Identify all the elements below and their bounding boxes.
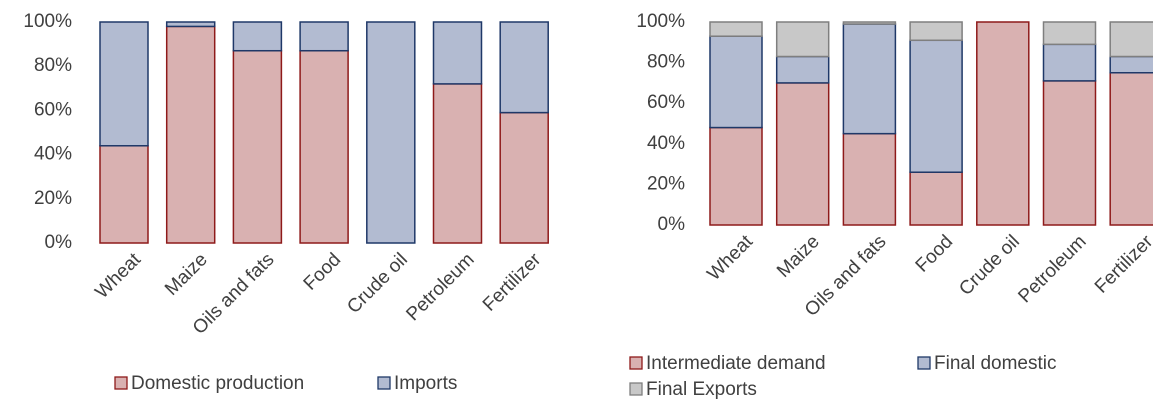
bar-segment <box>842 132 897 226</box>
bar-segment <box>775 82 830 226</box>
bar-segment <box>232 49 283 244</box>
legend-label: Imports <box>394 373 457 394</box>
x-tick-label: Food <box>300 249 345 294</box>
x-tick-label: Food <box>912 231 957 276</box>
x-tick-label: Maize <box>161 249 212 300</box>
bar-segment <box>1109 55 1153 74</box>
bar-segment <box>99 21 149 147</box>
bar-segment <box>1042 43 1097 82</box>
bar-segment <box>1042 21 1097 46</box>
x-tick-label: Fertilizer <box>1091 231 1153 298</box>
x-tick-label: Maize <box>773 231 824 282</box>
legend-swatch <box>917 356 931 370</box>
bar-segment <box>775 21 830 58</box>
x-tick-label: Crude oil <box>343 249 412 318</box>
bar-segment <box>909 21 963 42</box>
y-tick-label: 20% <box>647 173 685 194</box>
bar-segment <box>432 21 483 85</box>
y-tick-label: 60% <box>647 92 685 113</box>
bar-segment <box>1109 72 1153 226</box>
y-tick-label: 40% <box>34 144 72 165</box>
bar-segment <box>1042 80 1097 226</box>
bar-segment <box>842 23 897 135</box>
bar-segment <box>232 21 283 52</box>
x-tick-label: Wheat <box>91 249 145 303</box>
bar-segment <box>1109 21 1153 58</box>
y-tick-label: 60% <box>34 99 72 120</box>
bar-segment <box>299 21 349 52</box>
y-tick-label: 100% <box>636 11 685 32</box>
legend-swatch <box>629 382 643 396</box>
bar-segment <box>432 83 483 244</box>
legend-label: Final domestic <box>934 353 1057 374</box>
bar-segment <box>165 25 216 244</box>
y-tick-label: 0% <box>45 232 73 253</box>
x-tick-label: Petroleum <box>1014 231 1090 307</box>
y-tick-label: 20% <box>34 188 72 209</box>
legend-swatch <box>114 376 128 390</box>
bar-segment <box>709 126 763 226</box>
bar-segment <box>909 171 963 226</box>
y-tick-label: 100% <box>23 11 72 32</box>
x-tick-label: Fertilizer <box>479 249 546 316</box>
legend-label: Intermediate demand <box>646 353 826 374</box>
bar-segment <box>842 21 897 25</box>
y-tick-label: 80% <box>647 52 685 73</box>
bar-segment <box>976 21 1030 226</box>
bar-segment <box>299 49 349 244</box>
legend-label: Domestic production <box>131 373 304 394</box>
x-tick-label: Wheat <box>703 231 757 285</box>
bar-segment <box>709 35 763 129</box>
bar-segment <box>99 145 149 244</box>
y-tick-label: 0% <box>658 214 686 235</box>
legend-swatch <box>377 376 391 390</box>
bar-segment <box>366 21 416 244</box>
legend-label: Final Exports <box>646 379 757 400</box>
y-tick-label: 40% <box>647 133 685 154</box>
bar-segment <box>709 21 763 37</box>
x-tick-label: Petroleum <box>402 249 478 325</box>
bar-segment <box>165 21 216 28</box>
y-tick-label: 80% <box>34 55 72 76</box>
legend-swatch <box>629 356 643 370</box>
bar-segment <box>499 111 549 244</box>
x-tick-label: Crude oil <box>955 231 1024 300</box>
bar-segment <box>909 39 963 173</box>
bar-segment <box>499 21 549 114</box>
bar-segment <box>775 55 830 84</box>
